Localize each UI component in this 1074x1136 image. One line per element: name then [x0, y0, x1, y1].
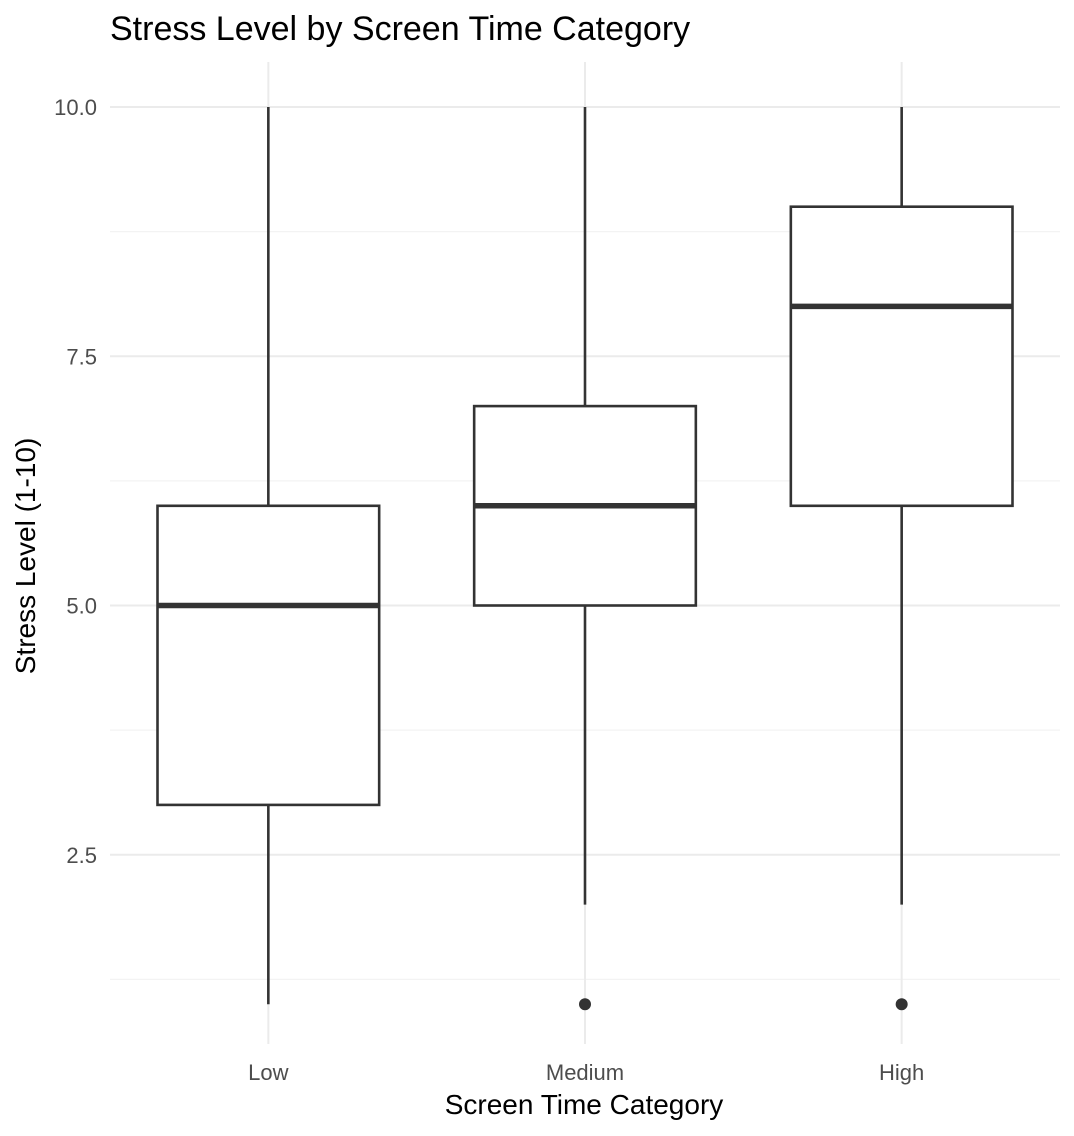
x-axis-title: Screen Time Category: [445, 1089, 724, 1120]
y-tick-label: 5.0: [66, 594, 97, 619]
outlier-point: [895, 998, 908, 1011]
box-medium: [472, 107, 698, 1011]
x-tick-label: Low: [248, 1060, 288, 1085]
x-axis-tick-labels: Low Medium High: [248, 1060, 924, 1085]
interquartile-box: [789, 205, 1014, 508]
y-tick-label: 2.5: [66, 843, 97, 868]
y-axis-title: Stress Level (1-10): [10, 438, 41, 675]
chart-title: Stress Level by Screen Time Category: [110, 10, 690, 48]
interquartile-box: [156, 504, 381, 807]
box-low: [156, 107, 381, 1005]
x-tick-label: High: [879, 1060, 924, 1085]
y-tick-label: 7.5: [66, 344, 97, 369]
outlier-point: [579, 998, 591, 1011]
x-tick-label: Medium: [546, 1060, 624, 1085]
y-tick-label: 10.0: [54, 95, 97, 120]
box-series: [156, 107, 1014, 1011]
y-axis-tick-labels: 2.5 5.0 7.5 10.0: [54, 95, 97, 868]
box-high: [789, 107, 1014, 1011]
